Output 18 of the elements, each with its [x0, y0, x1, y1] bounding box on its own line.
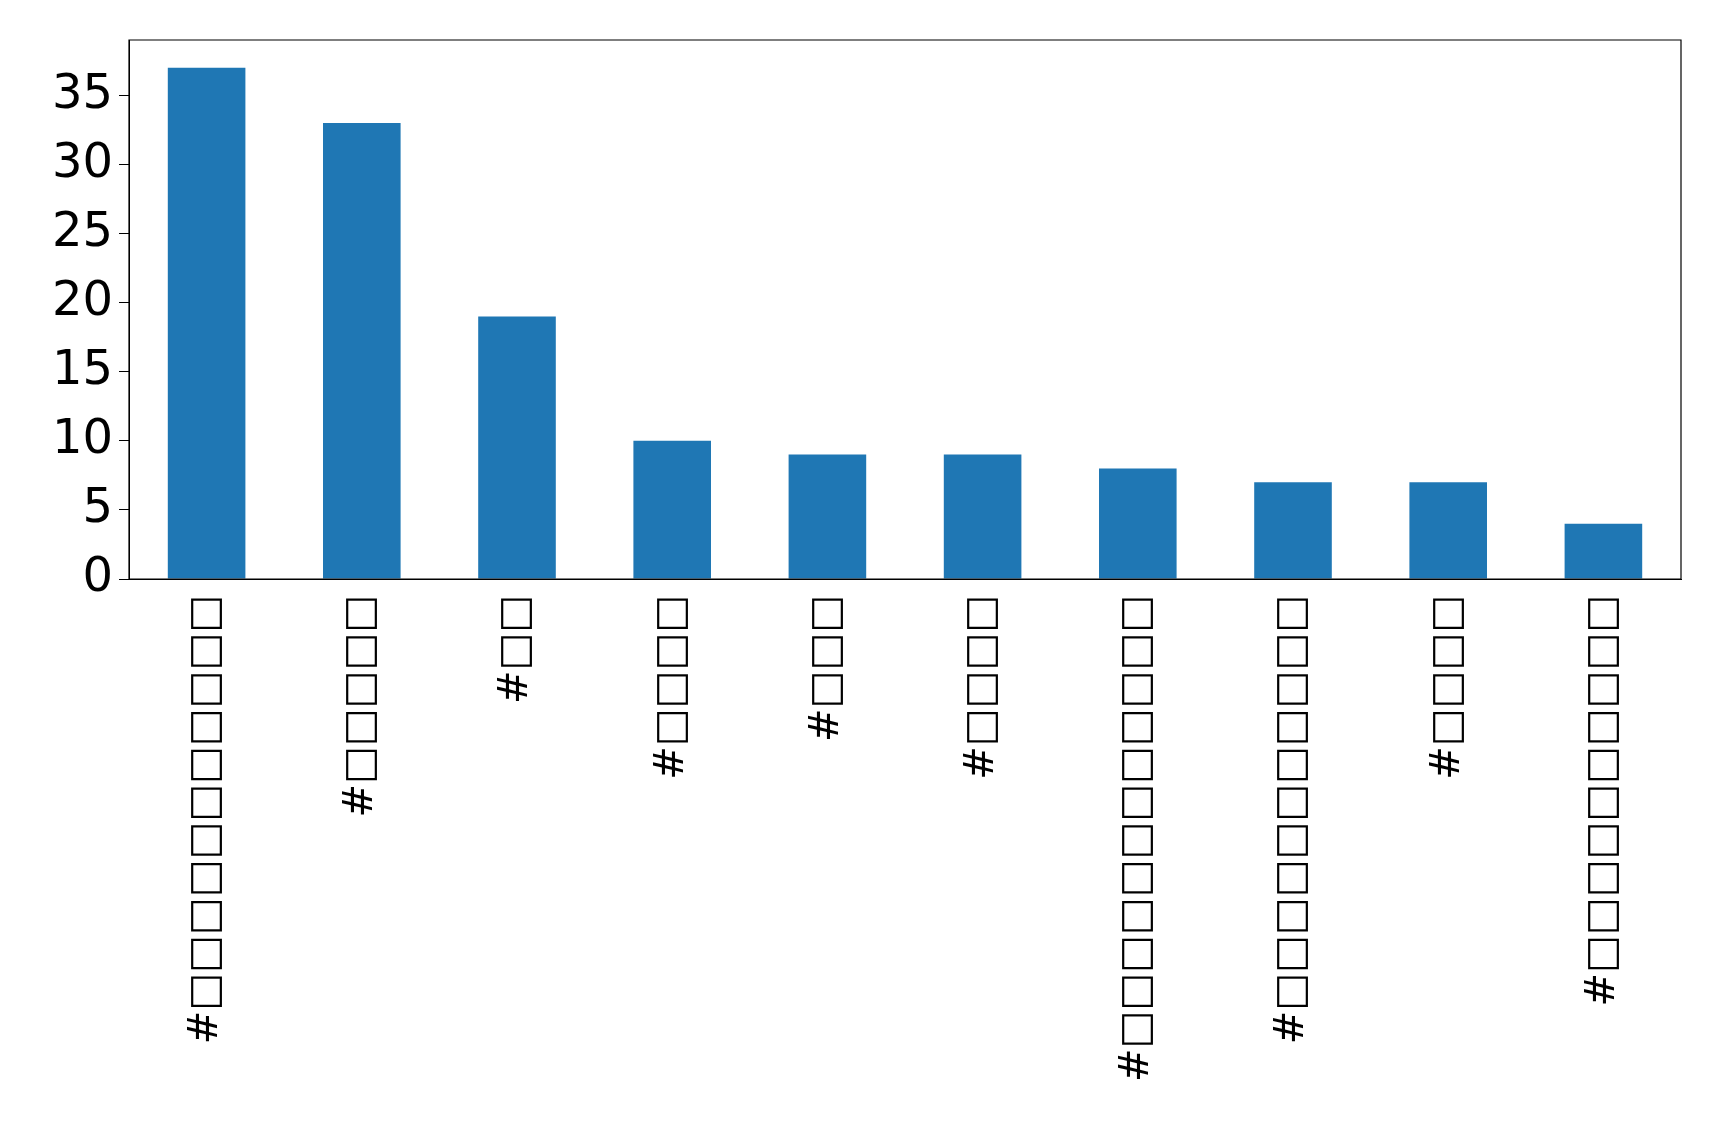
x-tick-label: #□□□□□ — [335, 595, 382, 818]
y-tick-label: 20 — [51, 270, 113, 327]
x-tick-label: #□□□□□□□□□□□ — [1266, 595, 1313, 1045]
y-tick-label: 35 — [51, 62, 113, 119]
x-tick-label: #□□□□ — [645, 595, 692, 780]
x-tick-label: #□□□□□□□□□□□ — [179, 595, 226, 1045]
x-tick-label: #□□□□ — [1421, 595, 1468, 780]
y-tick-label: 30 — [51, 131, 113, 188]
x-tick-label: #□□ — [490, 595, 537, 705]
x-tick-label: #□□□□ — [955, 595, 1002, 780]
y-tick-label: 10 — [51, 408, 113, 465]
x-tick-label: #□□□□□□□□□□□□ — [1111, 595, 1158, 1083]
y-tick-label: 25 — [51, 200, 113, 257]
y-tick-label: 0 — [82, 546, 113, 603]
x-tick-label: #□□□ — [800, 595, 847, 742]
y-tick-label: 5 — [82, 477, 113, 534]
x-tick-label: #□□□□□□□□□□ — [1576, 595, 1623, 1007]
y-tick-label: 15 — [51, 339, 113, 396]
